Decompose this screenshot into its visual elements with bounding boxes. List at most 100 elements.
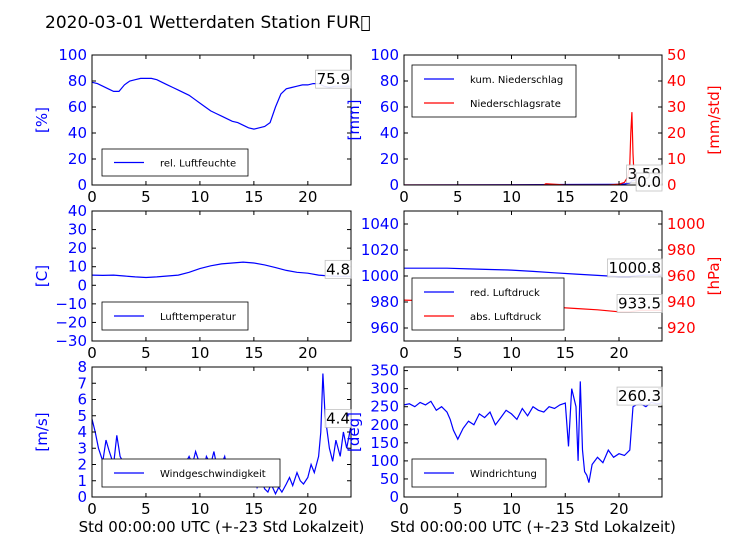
series-winddirection-0 <box>404 381 662 483</box>
y-tick-label: 4 <box>77 423 87 441</box>
y-tick-label: 1 <box>77 472 87 490</box>
panel-temperature: 0 5 10 15 20−30−20−10010203040[C]Lufttempera… <box>33 202 352 362</box>
y-tick-label: 20 <box>68 150 87 168</box>
last-value: 4.4 <box>326 410 350 428</box>
last-value-box <box>324 409 352 428</box>
y-tick-right-label: 10 <box>667 150 686 168</box>
x-tick-label: 10 <box>190 188 209 206</box>
x-axis-label: Std 00:00:00 UTC (+-23 Std Lokalzeit) <box>79 518 365 536</box>
y-tick-label: 980 <box>370 293 399 311</box>
y-tick-right-label: 980 <box>667 241 696 259</box>
y-axis-label: [m/s] <box>33 412 51 451</box>
x-tick-label: 5 <box>141 344 151 362</box>
x-tick-label: 5 <box>453 188 463 206</box>
last-value-box <box>324 259 352 279</box>
axes-frame <box>403 54 663 186</box>
x-tick-label: 5 <box>141 500 151 518</box>
y-tick-label: 1040 <box>361 215 399 233</box>
last-value-right: 0.0 <box>637 173 661 191</box>
legend-label: Windgeschwindigkeit <box>160 469 266 480</box>
legend-label: abs. Luftdruck <box>470 312 541 323</box>
x-tick-label: 10 <box>190 500 209 518</box>
x-tick-label: 15 <box>244 188 263 206</box>
y-tick-right-label: 0 <box>667 176 677 194</box>
y-tick-right-label: 1000 <box>667 215 705 233</box>
legend-label: Windrichtung <box>470 469 537 480</box>
y-tick-label: 10 <box>68 258 87 276</box>
x-tick-label: 0 <box>87 188 97 206</box>
y-tick-right-label: 30 <box>667 98 686 116</box>
y-tick-label: 80 <box>68 72 87 90</box>
last-value-right-box <box>635 172 663 192</box>
y-tick-label: 1000 <box>361 267 399 285</box>
y-tick-label: 40 <box>380 124 399 142</box>
x-tick-label: 15 <box>244 344 263 362</box>
axes-frame <box>91 54 352 186</box>
y-tick-right-label: 20 <box>667 124 686 142</box>
y-tick-label: 0 <box>77 276 87 294</box>
y-tick-label: 40 <box>68 202 87 220</box>
x-tick-label: 20 <box>298 188 317 206</box>
y-tick-label: 300 <box>370 380 399 398</box>
y-tick-label: 80 <box>380 72 399 90</box>
last-value-right-box <box>616 294 663 313</box>
last-value-right: 933.5 <box>618 294 661 312</box>
x-tick-label: 15 <box>556 188 575 206</box>
y-tick-label: 30 <box>68 221 87 239</box>
y-tick-label: 960 <box>370 319 399 337</box>
legend-box <box>411 277 565 331</box>
x-tick-label: 10 <box>502 500 521 518</box>
legend-label: Niederschlagsrate <box>470 99 561 110</box>
x-tick-label: 5 <box>453 500 463 518</box>
y-tick-label: 3 <box>77 439 87 457</box>
series-temperature-0 <box>92 261 351 279</box>
y-tick-label: 20 <box>380 150 399 168</box>
x-tick-label: 20 <box>298 500 317 518</box>
x-tick-label: 15 <box>556 500 575 518</box>
y-tick-label: 100 <box>58 46 87 64</box>
y-tick-label: −30 <box>55 332 87 350</box>
y-tick-label: 5 <box>77 407 87 425</box>
x-tick-label: 0 <box>399 188 409 206</box>
y-axis-label: [C] <box>33 265 51 287</box>
x-tick-label: 5 <box>141 188 151 206</box>
panel-precipitation: 0 5 10 15 20 0 20 40 60 80 100 0 10 20 30 40 50 [mm] [mm/s… <box>345 46 723 206</box>
panel-humidity: 0 5 10 15 20 0 20 40 60 80 100 [%] rel. Luftfeuchte 7… <box>33 46 352 206</box>
legend-label: red. Luftdruck <box>470 288 540 299</box>
x-tick-label: 0 <box>399 344 409 362</box>
y-tick-label: 60 <box>380 98 399 116</box>
series-humidity-0 <box>92 77 351 130</box>
y-tick-label: 7 <box>77 374 87 392</box>
panel-pressure: 0 5 10 15 20 960 980 1000 1020 1040 920 940 960 980 10… <box>361 210 723 362</box>
legend-label: rel. Luftfeuchte <box>160 159 236 170</box>
y-tick-label: 40 <box>68 124 87 142</box>
y-tick-right-label: 50 <box>667 46 686 64</box>
y-axis-label-right: [hPa] <box>705 257 723 296</box>
figure-title: 2020-03-01 Wetterdaten Station FUR  <box>45 13 371 33</box>
y-tick-label: 20 <box>68 239 87 257</box>
y-tick-label: 200 <box>370 416 399 434</box>
y-tick-label: 350 <box>370 362 399 380</box>
y-tick-label: 0 <box>389 176 399 194</box>
last-value-box <box>607 258 663 278</box>
y-tick-right-label: 920 <box>667 319 696 337</box>
series-precipitation-1 <box>404 112 662 185</box>
y-axis-label: [%] <box>33 107 51 133</box>
y-tick-label: 250 <box>370 398 399 416</box>
last-value: 75.9 <box>317 70 350 88</box>
last-value: 260.3 <box>618 387 661 405</box>
last-value: 4.8 <box>326 260 350 278</box>
legend-label: Lufttemperatur <box>160 312 237 323</box>
y-tick-label: 0 <box>77 488 87 506</box>
y-tick-right-label: 40 <box>667 72 686 90</box>
x-tick-label: 0 <box>87 344 97 362</box>
legend-box <box>411 64 577 118</box>
x-tick-label: 10 <box>502 188 521 206</box>
y-tick-label: 1020 <box>361 241 399 259</box>
x-tick-label: 0 <box>399 500 409 518</box>
y-tick-label: 6 <box>77 391 87 409</box>
y-tick-label: 8 <box>77 358 87 376</box>
